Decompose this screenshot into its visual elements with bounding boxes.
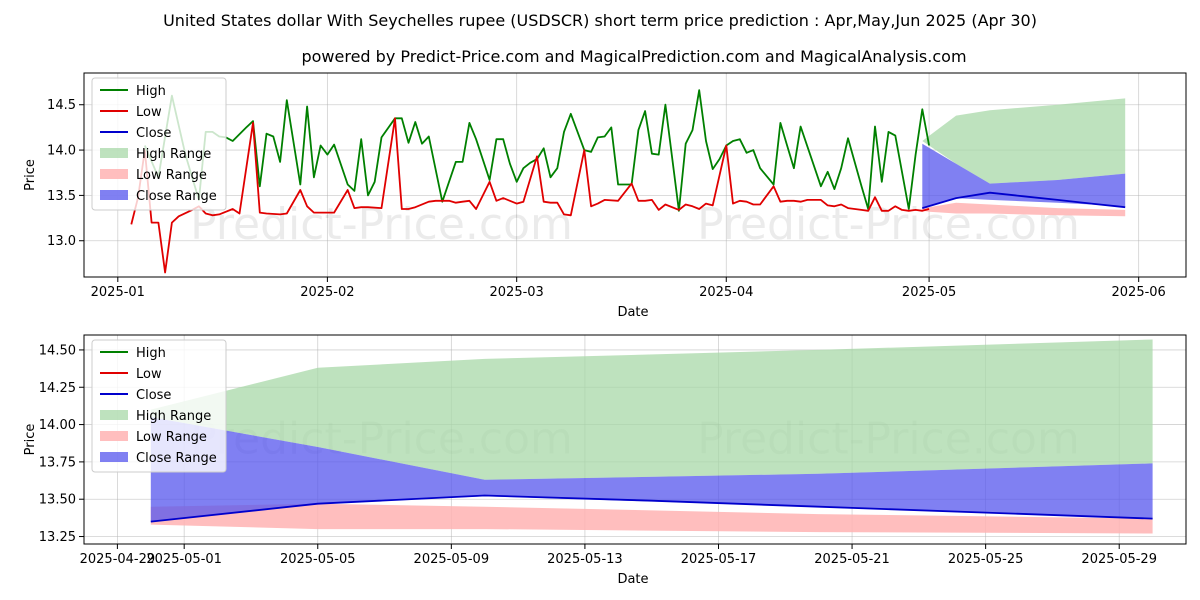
close-series-line bbox=[922, 191, 1126, 209]
x-tick-label: 2025-05-17 bbox=[681, 552, 757, 567]
low-range-band bbox=[150, 503, 1153, 534]
y-tick-label: 13.75 bbox=[39, 455, 76, 470]
x-tick-label: 2025-02 bbox=[300, 285, 354, 300]
legend-label: Close bbox=[136, 388, 171, 403]
legend-label: Close bbox=[136, 126, 171, 141]
legend-label: High bbox=[136, 346, 166, 361]
x-tick-label: 2025-05-13 bbox=[547, 552, 623, 567]
x-tick-label: 2025-05-01 bbox=[146, 552, 222, 567]
chart-subtitle: powered by Predict-Price.com and Magical… bbox=[301, 47, 966, 66]
legend-swatch-high-range bbox=[100, 410, 128, 420]
x-tick-label: 2025-04-29 bbox=[80, 552, 156, 567]
legend-swatch-close-range bbox=[100, 452, 128, 462]
y-tick-label: 13.0 bbox=[47, 234, 76, 249]
chart-legend: High Low Close High Range Low Range Close Ran… bbox=[91, 77, 227, 211]
legend-label: High Range bbox=[136, 147, 211, 162]
low-series-line bbox=[130, 117, 930, 274]
y-tick-label: 14.0 bbox=[47, 144, 76, 159]
y-tick-label: 14.00 bbox=[39, 418, 76, 433]
chart-title: United States dollar With Seychelles rup… bbox=[163, 11, 1037, 30]
y-tick-label: 13.50 bbox=[39, 493, 76, 508]
plot-area bbox=[130, 89, 1126, 274]
x-tick-label: 2025-05-05 bbox=[280, 552, 356, 567]
legend-label: Low bbox=[136, 105, 162, 120]
close-range-band bbox=[150, 417, 1153, 522]
y-tick-label: 14.50 bbox=[39, 343, 76, 358]
legend-label: Close Range bbox=[136, 451, 217, 466]
legend-swatch-low-range bbox=[100, 169, 128, 179]
x-axis-label: Date bbox=[617, 305, 648, 320]
close-series-line bbox=[150, 494, 1153, 523]
close-range-band bbox=[922, 143, 1126, 209]
legend-swatch-close-range bbox=[100, 190, 128, 200]
x-tick-label: 2025-05-21 bbox=[814, 552, 890, 567]
x-axis-label: Date bbox=[617, 572, 648, 587]
x-tick-label: 2025-05 bbox=[902, 285, 956, 300]
x-tick-label: 2025-03 bbox=[490, 285, 544, 300]
chart-panel-1: 2025-01 2025-02 2025-03 2025-04 2025-05 2025-… bbox=[23, 72, 1187, 320]
y-tick-label: 13.25 bbox=[39, 530, 76, 545]
legend-label: Low Range bbox=[136, 430, 207, 445]
legend-label: High Range bbox=[136, 409, 211, 424]
legend-swatch-high-range bbox=[100, 148, 128, 158]
legend-swatch-low-range bbox=[100, 431, 128, 441]
y-tick-label: 14.5 bbox=[47, 98, 76, 113]
legend-label: Low bbox=[136, 367, 162, 382]
high-range-band bbox=[150, 339, 1153, 480]
y-tick-label: 13.5 bbox=[47, 189, 76, 204]
plot-frame bbox=[83, 72, 1187, 278]
x-tick-label: 2025-06 bbox=[1112, 285, 1166, 300]
x-tick-label: 2025-04 bbox=[699, 285, 753, 300]
x-tick-label: 2025-01 bbox=[91, 285, 145, 300]
legend-label: Close Range bbox=[136, 189, 217, 204]
x-tick-label: 2025-05-29 bbox=[1081, 552, 1157, 567]
y-axis-label: Price bbox=[23, 159, 38, 191]
plot-area bbox=[150, 339, 1153, 534]
high-series-line bbox=[143, 89, 930, 212]
low-range-band bbox=[922, 202, 1126, 217]
chart-legend: High Low Close High Range Low Range Close Ran… bbox=[91, 339, 227, 473]
x-tick-label: 2025-05-09 bbox=[414, 552, 490, 567]
high-range-band bbox=[922, 98, 1126, 184]
y-axis-label: Price bbox=[23, 424, 38, 456]
plot-frame bbox=[83, 334, 1187, 545]
legend-label: High bbox=[136, 84, 166, 99]
x-tick-label: 2025-05-25 bbox=[948, 552, 1024, 567]
legend-label: Low Range bbox=[136, 168, 207, 183]
y-tick-label: 14.25 bbox=[39, 381, 76, 396]
